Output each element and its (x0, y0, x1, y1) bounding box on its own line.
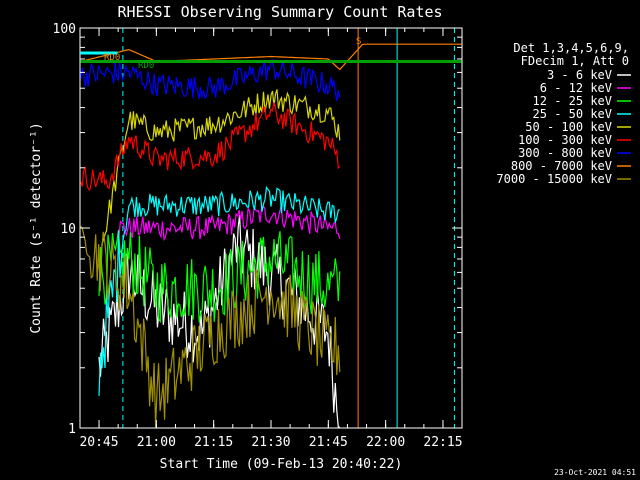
series-line (98, 229, 341, 324)
legend-label: 50 - 100 keV (525, 120, 612, 134)
y-tick-label: 1 (68, 422, 76, 437)
y-tick-label: 10 (60, 222, 76, 237)
legend-label: 25 - 50 keV (533, 107, 612, 121)
legend-label: 6 - 12 keV (540, 81, 612, 95)
x-tick-label: 20:45 (79, 435, 118, 450)
annotation-label: RD0 (138, 61, 154, 71)
x-tick-label: 21:45 (309, 435, 348, 450)
series-line (80, 225, 341, 428)
x-tick-label: 22:15 (423, 435, 462, 450)
y-axis-label: Count Rate (s⁻¹ detector⁻¹) (29, 122, 44, 333)
series-line (80, 43, 462, 71)
legend: Det 1,3,4,5,6,9,FDecim 1, Att 03 - 6 keV… (496, 41, 631, 186)
series-line (80, 102, 341, 192)
x-tick-label: 21:30 (251, 435, 290, 450)
legend-label: 100 - 300 keV (518, 133, 612, 147)
legend-header: Det 1,3,4,5,6,9, (513, 41, 629, 55)
chart-title: RHESSI Observing Summary Count Rates (117, 3, 442, 21)
y-tick-label: 100 (53, 22, 76, 37)
x-axis-label: Start Time (09-Feb-13 20:40:22) (160, 457, 403, 472)
series-line (98, 89, 341, 281)
series-line (80, 58, 341, 102)
legend-label: 300 - 800 keV (518, 146, 612, 160)
legend-header: FDecim 1, Att 0 (521, 54, 629, 68)
series-line (117, 205, 341, 242)
legend-label: 3 - 6 keV (547, 68, 612, 82)
annotation-label: RD0 (104, 53, 120, 63)
x-tick-label: 21:00 (137, 435, 176, 450)
legend-label: 800 - 7000 keV (511, 159, 612, 173)
legend-label: 12 - 25 keV (533, 94, 612, 108)
x-tick-label: 21:15 (194, 435, 233, 450)
annotation-label: S (356, 37, 361, 47)
axes: 20:45 21:00 21:15 21:30 21:45 22:00 22:15 1 10 10… (53, 22, 463, 450)
series-line (98, 185, 340, 396)
x-tick-label: 22:00 (366, 435, 405, 450)
footer-date: 23-Oct-2021 04:51 (554, 468, 636, 477)
plot-area: RD0 RD0 S (80, 28, 462, 428)
legend-label: 7000 - 15000 keV (496, 172, 612, 186)
